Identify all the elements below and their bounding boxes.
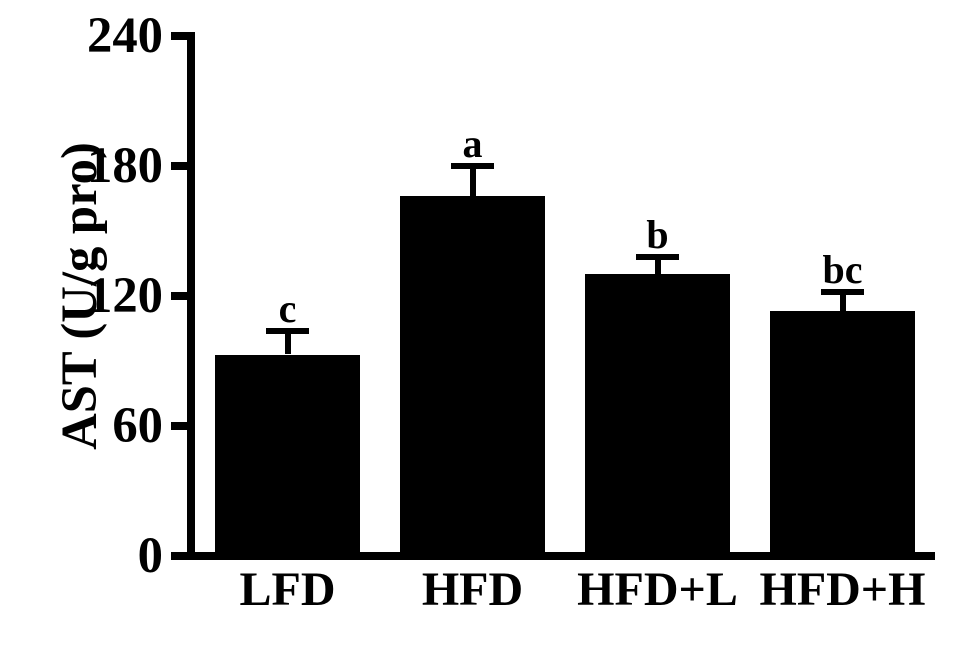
category-label: HFD: [380, 562, 565, 617]
y-axis-title: AST (U/g pro): [50, 36, 108, 556]
significance-label: bc: [783, 246, 903, 293]
y-tick: [171, 292, 187, 300]
error-bar: [285, 331, 291, 355]
significance-label: b: [598, 211, 718, 258]
y-tick: [171, 422, 187, 430]
bar: [770, 311, 914, 556]
category-label: HFD+H: [750, 562, 935, 617]
y-tick: [171, 162, 187, 170]
bar: [215, 355, 359, 557]
bar: [400, 196, 544, 556]
ast-bar-chart: 060120180240AST (U/g pro)cLFDaHFDbHFD+Lb…: [0, 0, 975, 648]
error-bar: [470, 166, 476, 196]
significance-label: c: [228, 285, 348, 332]
category-label: HFD+L: [565, 562, 750, 617]
y-axis: [187, 32, 195, 560]
y-tick: [171, 32, 187, 40]
significance-label: a: [413, 120, 533, 167]
y-tick: [171, 552, 187, 560]
category-label: LFD: [195, 562, 380, 617]
bar: [585, 274, 729, 556]
